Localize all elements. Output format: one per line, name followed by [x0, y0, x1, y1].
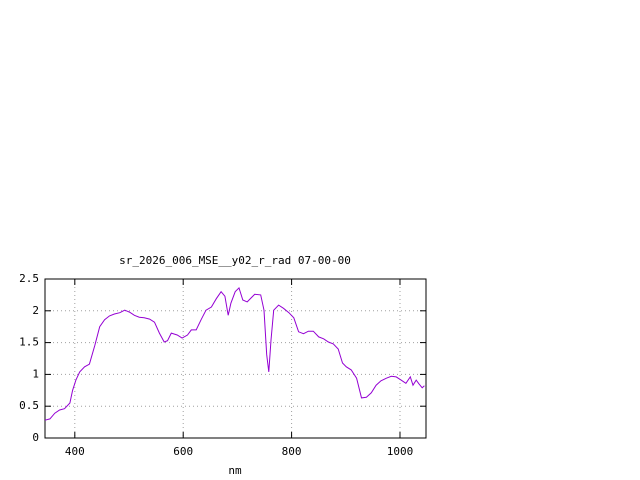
y-tick-label: 1	[32, 367, 39, 380]
chart-title: sr_2026_006_MSE__y02_r_rad 07-00-00	[119, 254, 351, 267]
x-tick-label: 400	[65, 445, 85, 458]
data-line	[44, 286, 425, 421]
y-tick-label: 0.5	[19, 399, 39, 412]
y-tick-label: 1.5	[19, 336, 39, 349]
y-tick-label: 0	[32, 431, 39, 444]
x-tick-label: 600	[173, 445, 193, 458]
y-tick-label: 2	[32, 304, 39, 317]
x-tick-label: 800	[282, 445, 302, 458]
plot-border	[44, 278, 427, 439]
x-tick-label: 1000	[387, 445, 414, 458]
x-axis-label: nm	[228, 464, 242, 477]
y-tick-label: 2.5	[19, 272, 39, 285]
